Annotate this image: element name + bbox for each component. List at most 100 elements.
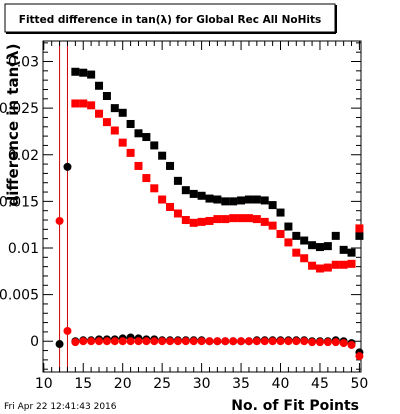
marker-circle-red xyxy=(173,337,182,346)
marker-circle-red xyxy=(284,337,293,346)
marker-square-black xyxy=(260,196,269,205)
y-tick-label: 0.005 xyxy=(0,288,39,304)
data-marks xyxy=(55,67,364,361)
x-tick-label: 25 xyxy=(153,376,171,392)
marker-circle-black xyxy=(55,340,64,349)
marker-square-red xyxy=(134,161,143,170)
marker-square-red xyxy=(181,216,190,225)
marker-square-red xyxy=(110,126,119,135)
marker-circle-red xyxy=(315,338,324,347)
marker-circle-red xyxy=(244,337,253,346)
marker-circle-red xyxy=(237,337,246,346)
marker-square-red xyxy=(276,230,285,239)
marker-circle-red xyxy=(166,337,175,346)
marker-square-black xyxy=(308,241,317,250)
y-tick-label: 0.01 xyxy=(8,241,39,257)
marker-square-red xyxy=(189,218,198,227)
marker-circle-red xyxy=(205,337,214,346)
marker-circle-red xyxy=(213,337,222,346)
marker-circle-red xyxy=(189,337,198,346)
timestamp-label: Fri Apr 22 12:41:43 2016 xyxy=(4,402,117,412)
marker-square-black xyxy=(134,129,143,138)
marker-circle-red xyxy=(331,338,340,347)
x-tick-label: 35 xyxy=(232,376,250,392)
marker-circle-red xyxy=(308,338,317,347)
marker-square-black xyxy=(197,191,206,200)
marker-square-black xyxy=(95,81,104,90)
marker-square-black xyxy=(268,201,277,210)
x-tick-label: 40 xyxy=(272,376,290,392)
marker-square-red xyxy=(71,99,80,108)
marker-square-black xyxy=(166,161,175,170)
marker-square-black xyxy=(323,242,332,251)
marker-square-black xyxy=(118,108,127,117)
marker-circle-red xyxy=(355,352,364,361)
marker-circle-red xyxy=(221,337,230,346)
y-axis-ticks: 0 0.005 0.01 0.015 0.02 0.025 0.03 xyxy=(0,42,361,370)
marker-circle-red xyxy=(110,337,119,346)
marker-square-black xyxy=(252,195,261,204)
marker-square-red xyxy=(150,184,159,193)
title-frame xyxy=(4,3,336,33)
marker-circle-red xyxy=(260,337,269,346)
marker-circle-red xyxy=(197,337,206,346)
marker-square-black xyxy=(276,208,285,217)
marker-square-red xyxy=(323,263,332,272)
marker-square-red xyxy=(126,148,135,157)
y-tick-label: 0.015 xyxy=(0,194,39,210)
marker-square-black xyxy=(79,68,88,77)
marker-circle-red xyxy=(102,337,111,346)
marker-square-red xyxy=(284,238,293,247)
marker-square-red xyxy=(355,224,364,233)
marker-square-red xyxy=(87,101,96,110)
y-axis-label: difference in tan(λ) xyxy=(4,44,22,207)
marker-square-red xyxy=(205,216,214,225)
marker-square-black xyxy=(71,67,80,76)
marker-square-red xyxy=(237,214,246,223)
marker-square-red xyxy=(79,99,88,108)
marker-square-black xyxy=(331,231,340,240)
marker-circle-red xyxy=(55,216,64,225)
marker-square-black xyxy=(284,222,293,231)
marker-square-red xyxy=(292,248,301,257)
marker-circle-black xyxy=(63,162,72,171)
marker-square-red xyxy=(166,202,175,211)
marker-circle-red xyxy=(95,337,104,346)
marker-square-black xyxy=(181,186,190,195)
marker-square-black xyxy=(189,189,198,198)
marker-square-red xyxy=(158,195,167,204)
marker-circle-red xyxy=(292,337,301,346)
marker-square-black xyxy=(173,176,182,185)
marker-square-red xyxy=(213,215,222,224)
marker-circle-red xyxy=(252,337,261,346)
marker-circle-red xyxy=(134,337,143,346)
vertical-lines xyxy=(59,41,68,372)
marker-circle-red xyxy=(229,337,238,346)
marker-square-black xyxy=(315,243,324,252)
marker-square-red xyxy=(118,138,127,147)
title-box: Fitted difference in tan(λ) for Global R… xyxy=(4,3,337,34)
x-axis-label: No. of Fit Points xyxy=(231,398,359,414)
marker-circle-red xyxy=(323,338,332,347)
marker-square-red xyxy=(95,109,104,118)
x-tick-label: 50 xyxy=(351,376,369,392)
marker-square-red xyxy=(268,221,277,230)
marker-circle-red xyxy=(63,326,72,335)
marker-circle-red xyxy=(126,337,135,346)
marker-square-black xyxy=(347,248,356,257)
y-tick-label: 0 xyxy=(30,334,39,350)
marker-square-red xyxy=(347,259,356,268)
marker-square-red xyxy=(339,260,348,269)
x-tick-label: 30 xyxy=(193,376,211,392)
marker-square-red xyxy=(244,214,253,223)
marker-circle-red xyxy=(181,337,190,346)
marker-square-red xyxy=(315,264,324,273)
marker-square-black xyxy=(150,141,159,150)
marker-square-red xyxy=(221,215,230,224)
marker-square-red xyxy=(197,217,206,226)
marker-square-red xyxy=(308,261,317,270)
marker-square-black xyxy=(158,151,167,160)
marker-circle-red xyxy=(87,337,96,346)
marker-circle-red xyxy=(79,337,88,346)
marker-circle-red xyxy=(268,337,277,346)
